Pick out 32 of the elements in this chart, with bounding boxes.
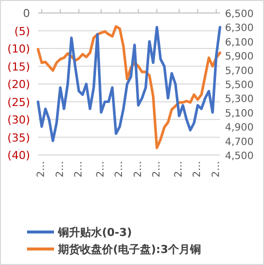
- y-tick-label: (25): [7, 96, 30, 109]
- y2-tick-label: 5,900: [225, 52, 254, 63]
- y2-tick-label: 5,700: [225, 66, 254, 77]
- x-tick-label: 2…: [73, 161, 84, 178]
- x-tick-label: 2…: [192, 161, 204, 178]
- x-tick-label: 2…: [151, 161, 162, 178]
- y-tick-label: 0: [23, 7, 30, 20]
- x-tick-label: 2…: [114, 161, 126, 178]
- y2-tick-label: 5,300: [225, 94, 254, 106]
- y2-tick-label: 6,300: [225, 23, 254, 34]
- y-tick-label: (10): [7, 42, 30, 56]
- y2-tick-label: 5,100: [225, 108, 254, 120]
- y2-tick-label: 4,900: [225, 122, 254, 134]
- legend-label: 铜升贴水(0-3): [57, 226, 132, 239]
- x-tick-label: 2…: [96, 161, 107, 178]
- y-tick-label: (20): [7, 78, 30, 91]
- y2-tick-label: 4,500: [225, 151, 254, 162]
- y-tick-label: (30): [7, 114, 30, 126]
- y2-tick-label: 6,500: [225, 9, 254, 20]
- x-tick-label: 2…: [54, 161, 66, 178]
- x-tick-label: 2…: [36, 161, 48, 178]
- y-tick-label: (35): [7, 131, 30, 144]
- x-tick-label: 2…: [174, 161, 185, 178]
- y2-tick-label: 5,500: [225, 80, 254, 91]
- y-tick-label: (40): [7, 149, 30, 162]
- y2-tick-label: 4,700: [225, 136, 254, 148]
- y-tick-label: (5): [14, 24, 30, 38]
- y2-tick-label: 6,100: [225, 37, 254, 48]
- x-tick-label: 2…: [132, 161, 144, 178]
- x-tick-label: 2…: [210, 161, 222, 178]
- legend-label: 期货收盘价(电子盘):3个月铜: [57, 243, 202, 256]
- y-tick-label: (15): [7, 60, 30, 74]
